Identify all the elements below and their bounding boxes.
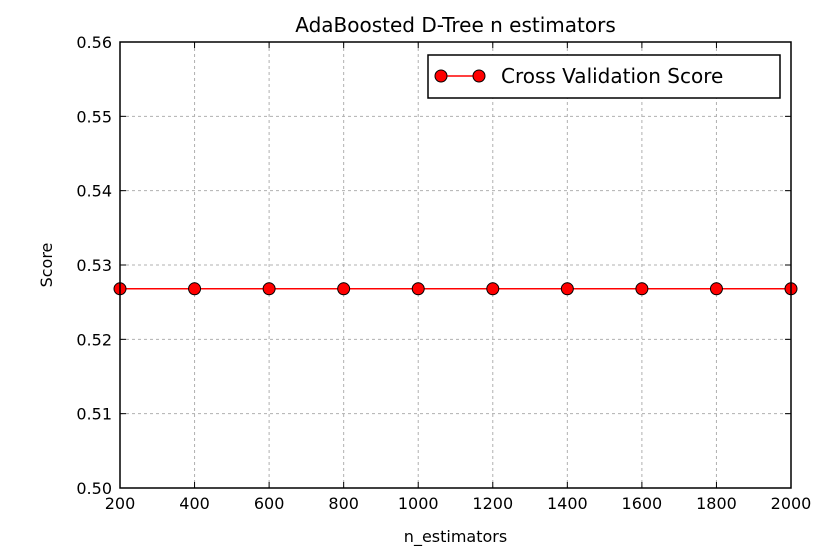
y-tick-label: 0.52 xyxy=(76,330,112,349)
data-point xyxy=(486,282,500,296)
x-tick-label: 800 xyxy=(328,494,359,513)
data-point xyxy=(635,282,649,296)
chart-title: AdaBoosted D-Tree n estimators xyxy=(295,13,616,37)
x-tick-label: 1400 xyxy=(547,494,588,513)
y-tick-label: 0.55 xyxy=(76,107,112,126)
y-tick-label: 0.51 xyxy=(76,405,112,424)
legend: Cross Validation Score xyxy=(427,54,781,99)
data-point xyxy=(337,282,351,296)
data-point xyxy=(560,282,574,296)
x-tick-label: 2000 xyxy=(771,494,812,513)
legend-label: Cross Validation Score xyxy=(501,64,723,88)
y-tick-label: 0.53 xyxy=(76,256,112,275)
data-point xyxy=(411,282,425,296)
legend-marker xyxy=(434,69,448,83)
x-tick-label: 600 xyxy=(254,494,285,513)
legend-marker xyxy=(472,69,486,83)
data-point xyxy=(709,282,723,296)
x-tick-label: 1600 xyxy=(622,494,663,513)
y-axis-label: Score xyxy=(37,243,56,288)
x-tick-label: 1800 xyxy=(696,494,737,513)
axis-ticks: 200 400 600 800 1000 1200 1400 1600 1800 2000 0.50… xyxy=(76,33,811,513)
grid-lines xyxy=(119,41,792,489)
x-tick-label: 400 xyxy=(179,494,210,513)
y-tick-label: 0.56 xyxy=(76,33,112,52)
data-point xyxy=(188,282,202,296)
legend-box xyxy=(427,54,781,99)
y-tick-label: 0.54 xyxy=(76,182,112,201)
data-point xyxy=(262,282,276,296)
x-axis-label: n_estimators xyxy=(404,527,507,547)
y-tick-label: 0.50 xyxy=(76,479,112,498)
plot-series xyxy=(113,282,798,296)
x-tick-label: 1200 xyxy=(472,494,513,513)
x-tick-label: 1000 xyxy=(398,494,439,513)
x-tick-label: 200 xyxy=(105,494,136,513)
